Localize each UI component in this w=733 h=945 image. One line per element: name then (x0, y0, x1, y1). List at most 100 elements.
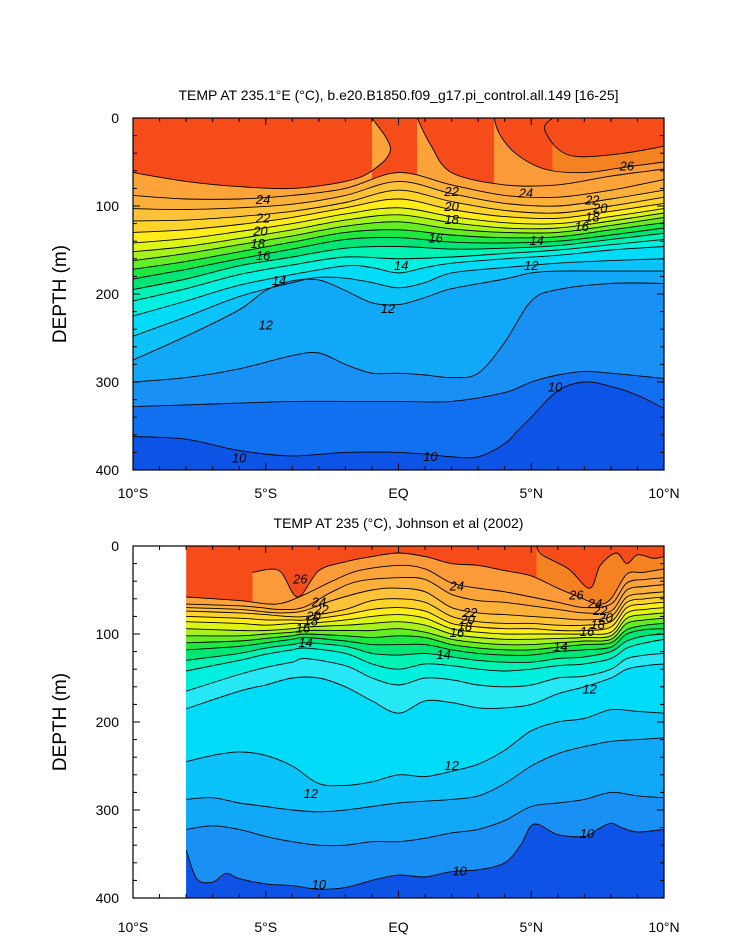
contour-label: 16 (450, 625, 465, 640)
y-tick-label: 200 (96, 286, 120, 302)
contour-label: 18 (304, 614, 319, 629)
contour-line-25 (186, 564, 664, 609)
contour-line-10_5 (133, 370, 664, 408)
y-axis-label: DEPTH (m) (50, 245, 71, 343)
contour-line-24 (186, 576, 664, 614)
x-tick-label: 5°S (254, 919, 277, 935)
contour-line-14 (133, 238, 664, 302)
contour-label: 22 (313, 602, 329, 617)
contour-line-21 (133, 198, 664, 233)
fill-warm-pool (536, 546, 664, 589)
contour-line-13 (133, 246, 664, 317)
contour-line-18 (133, 216, 664, 262)
contour-label: 14 (436, 647, 450, 662)
contour-line-16 (186, 628, 664, 656)
contour-line-12 (186, 708, 664, 787)
contour-line-21 (186, 601, 664, 632)
contour-label: 20 (592, 201, 608, 216)
fill-warm-pool (544, 118, 664, 157)
contour-line-12 (133, 258, 664, 337)
x-tick-label: 10°N (648, 919, 679, 935)
x-tick-label: 10°N (648, 485, 679, 501)
contour-line-27 (544, 118, 664, 158)
contour-label: 22 (462, 605, 478, 620)
fill-band-10 (133, 381, 664, 470)
contour-label: 16 (296, 621, 311, 636)
chart-title: TEMP AT 235.1°E (°C), b.e20.B1850.f09_g1… (178, 87, 618, 103)
contour-label: 10 (580, 826, 595, 841)
contour-label: 24 (449, 578, 464, 593)
contour-line-11 (133, 282, 664, 383)
contour-line-16 (133, 227, 664, 280)
contour-label: 16 (580, 624, 595, 639)
contour-label: 22 (255, 210, 271, 225)
contour-label: 14 (272, 273, 286, 288)
y-tick-label: 0 (111, 538, 119, 554)
x-axis: 10°S 5°S EQ 5°N 10°N (118, 118, 680, 501)
contour-line-18 (186, 617, 664, 646)
contour-label: 24 (518, 186, 533, 201)
contour-line-19 (133, 212, 664, 253)
contour-line-14 (186, 638, 664, 672)
y-axis: 0 100 200 300 400 (96, 110, 664, 478)
contour-line-26 (252, 552, 664, 605)
contour-label: 20 (252, 224, 268, 239)
contour-label: 14 (394, 258, 408, 273)
contour-label: 18 (444, 212, 459, 227)
contour-label: 26 (619, 158, 635, 173)
x-tick-label: 5°N (520, 485, 544, 501)
contour-line-15 (186, 633, 664, 663)
y-axis: 0 100 200 300 400 (96, 538, 664, 906)
contour-line-22 (186, 596, 664, 626)
y-axis-label: DEPTH (m) (50, 673, 71, 771)
contour-line-19 (186, 612, 664, 640)
x-tick-label: 10°S (118, 919, 149, 935)
contour-line-17 (133, 222, 664, 270)
contour-label: 12 (444, 758, 459, 773)
contour-label: 10 (452, 864, 467, 879)
contour-label: 12 (259, 318, 274, 333)
contour-line-26 (493, 118, 664, 174)
contour-label: 24 (587, 596, 602, 611)
contour-line-15 (133, 232, 664, 291)
contour-line-10 (133, 381, 664, 459)
y-tick-label: 400 (96, 890, 120, 906)
contour-line-13 (186, 652, 664, 692)
contour-label: 20 (459, 612, 475, 627)
contour-label: 18 (585, 209, 600, 224)
contour-label: 26 (292, 571, 308, 586)
x-tick-label: 5°S (254, 485, 277, 501)
contour-line-25 (133, 118, 391, 190)
contour-label: 20 (597, 610, 613, 625)
contour-label: 20 (443, 199, 459, 214)
y-tick-label: 100 (96, 626, 120, 642)
chart-title: TEMP AT 235 (°C), Johnson et al (2002) (274, 515, 524, 531)
y-tick-label: 400 (96, 462, 120, 478)
contour-line-27 (536, 546, 664, 589)
contour-label: 14 (553, 639, 567, 654)
contour-line-25-b (416, 118, 664, 187)
contour-line-23 (133, 180, 664, 210)
contour-label: 14 (529, 233, 543, 248)
contour-label: 22 (443, 184, 459, 199)
contour-label: 10 (423, 449, 438, 464)
contour-lines (133, 118, 664, 459)
contour-label: 10 (312, 877, 327, 892)
contour-labels: 2624222018161424222018161426242220181614… (292, 571, 614, 891)
contour-lines (186, 546, 664, 890)
y-tick-label: 200 (96, 714, 120, 730)
y-tick-label: 300 (96, 802, 120, 818)
contour-label: 12 (381, 301, 396, 316)
x-tick-label: EQ (388, 485, 408, 501)
contour-label: 24 (311, 594, 326, 609)
contour-label: 10 (548, 379, 563, 394)
y-tick-label: 300 (96, 374, 120, 390)
contour-label: 16 (428, 231, 443, 246)
contour-label: 26 (568, 587, 584, 602)
x-tick-label: 5°N (520, 919, 544, 935)
x-tick-label: EQ (388, 919, 408, 935)
fill-band-10_5 (186, 823, 664, 898)
contour-label: 14 (298, 635, 312, 650)
contour-label: 22 (592, 603, 608, 618)
